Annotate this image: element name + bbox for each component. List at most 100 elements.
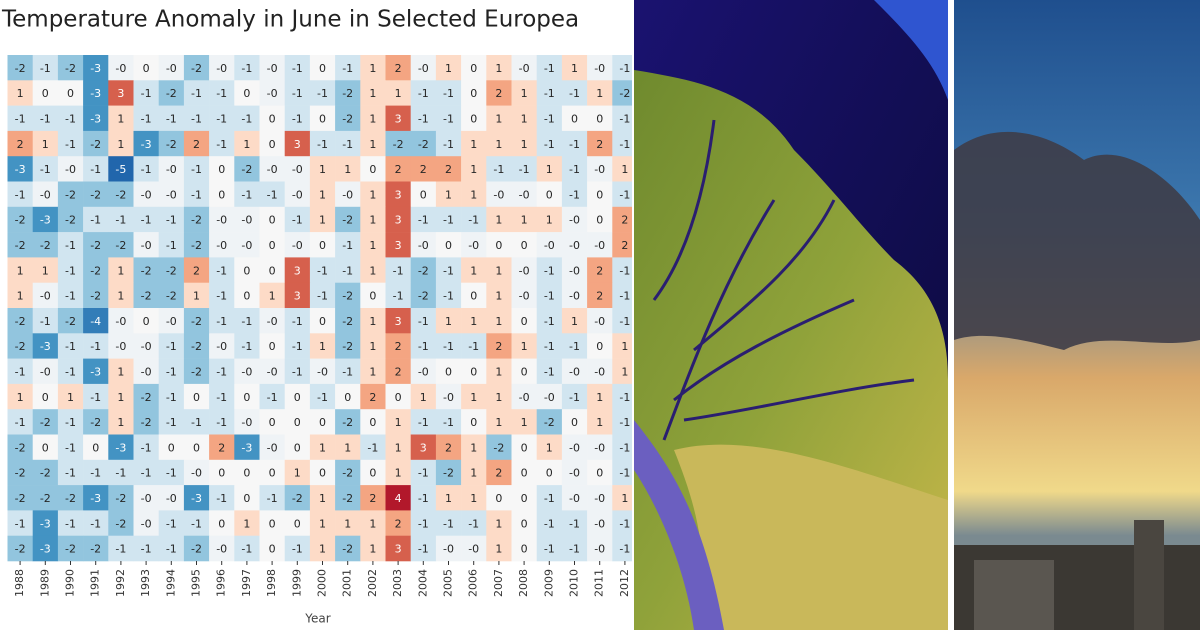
x-tick-label: 2002 (366, 569, 379, 597)
cell-label: -1 (317, 290, 328, 303)
cell-label: -1 (292, 315, 303, 328)
cell-label: 1 (495, 366, 502, 379)
x-tick-label: 1994 (164, 569, 177, 597)
cell-label: 0 (243, 290, 250, 303)
heatmap-cell (486, 156, 512, 182)
heatmap-cell (486, 535, 512, 562)
sky-photo (954, 0, 1200, 630)
cell-label: -2 (65, 492, 76, 505)
cell-label: 1 (369, 315, 376, 328)
heatmap-cell (83, 282, 109, 309)
cell-label: 3 (294, 290, 301, 303)
cell-label: -3 (90, 87, 101, 100)
heatmap-cell (259, 130, 285, 157)
heatmap-cell (7, 434, 33, 461)
heatmap-cell (410, 409, 437, 435)
cell-label: -1 (15, 113, 26, 126)
heatmap-cell (209, 282, 235, 309)
heatmap-cell (385, 156, 411, 182)
heatmap-cell (435, 333, 462, 359)
heatmap-cell (385, 434, 411, 461)
cell-label: -1 (241, 113, 252, 126)
cell-label: 0 (369, 290, 376, 303)
heatmap-cell (435, 409, 462, 435)
cell-label: -1 (569, 517, 580, 530)
cell-label: -1 (292, 214, 303, 227)
cell-label: -1 (65, 264, 76, 277)
cell-label: 1 (117, 290, 124, 303)
heatmap-cell (108, 282, 134, 309)
heatmap-cell (209, 308, 235, 334)
heatmap-cell (57, 535, 84, 562)
x-tick-label: 2011 (593, 569, 606, 597)
cell-label: -1 (65, 366, 76, 379)
heatmap-cell (410, 535, 437, 562)
heatmap-cell (284, 409, 311, 435)
cell-label: -2 (90, 138, 101, 151)
cell-label: -1 (619, 264, 630, 277)
heatmap-cell (32, 459, 59, 486)
cell-label: -2 (166, 87, 177, 100)
cell-label: -3 (241, 441, 252, 454)
heatmap-cell (209, 55, 235, 81)
cell-label: 1 (17, 87, 24, 100)
heatmap-cell (335, 434, 361, 461)
heatmap-cell (561, 485, 588, 511)
cell-label: -0 (544, 239, 555, 252)
x-tick-label: 2010 (568, 569, 581, 597)
cell-label: 1 (521, 214, 528, 227)
heatmap-cell (309, 181, 336, 208)
heatmap-cell (511, 55, 537, 81)
cell-label: 0 (269, 264, 276, 277)
heatmap-cell (511, 181, 537, 208)
cell-label: -0 (519, 62, 530, 75)
heatmap-cell (612, 282, 632, 309)
heatmap-cell (435, 282, 462, 309)
cell-label: -2 (65, 543, 76, 556)
heatmap-cell (511, 232, 537, 258)
cell-label: -2 (40, 239, 51, 252)
heatmap-cell (83, 383, 109, 410)
cell-label: -1 (115, 467, 126, 480)
heatmap-cell (360, 282, 386, 309)
cell-label: -1 (141, 113, 152, 126)
x-tick-label: 2007 (492, 569, 505, 597)
cell-label: -1 (65, 138, 76, 151)
heatmap-cell (536, 282, 563, 309)
cell-label: -1 (418, 467, 429, 480)
heatmap-cell (234, 485, 260, 511)
cell-label: -1 (216, 290, 227, 303)
cell-label: -0 (267, 87, 278, 100)
heatmap-cell (57, 510, 84, 536)
heatmap-cell (385, 383, 411, 410)
heatmap-cell (587, 80, 613, 106)
cell-label: -1 (342, 264, 353, 277)
cell-label: 3 (117, 87, 124, 100)
cell-label: 2 (596, 290, 603, 303)
heatmap-cell (511, 257, 537, 283)
cell-label: 1 (243, 138, 250, 151)
cell-label: -1 (191, 163, 202, 176)
cell-label: 0 (67, 87, 74, 100)
cell-label: -0 (594, 441, 605, 454)
cell-label: 1 (117, 264, 124, 277)
heatmap-cell (83, 459, 109, 486)
heatmap-cell (385, 308, 411, 334)
cell-label: -2 (15, 62, 26, 75)
heatmap-cell (486, 257, 512, 283)
heatmap-cell (32, 181, 59, 208)
cell-label: -2 (342, 290, 353, 303)
cell-label: 2 (621, 214, 628, 227)
heatmap-cell (385, 409, 411, 435)
heatmap-cell (183, 383, 210, 410)
heatmap-cell (234, 358, 260, 385)
heatmap-cell (7, 308, 33, 334)
heatmap-cell (335, 308, 361, 334)
cell-label: 1 (369, 366, 376, 379)
cell-label: 1 (395, 467, 402, 480)
heatmap-cell (32, 105, 59, 132)
cell-label: -2 (15, 214, 26, 227)
cell-label: -1 (90, 467, 101, 480)
cell-label: 1 (117, 366, 124, 379)
cell-label: -2 (115, 239, 126, 252)
